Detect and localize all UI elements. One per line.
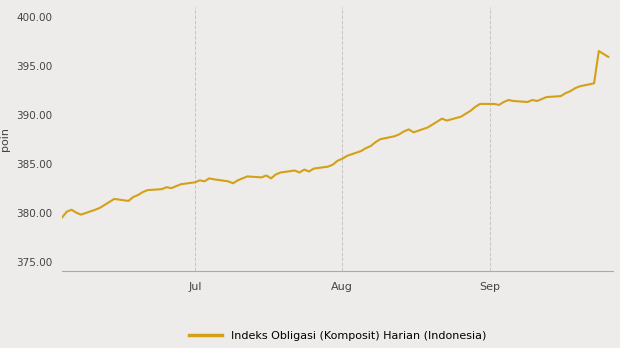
Legend: Indeks Obligasi (Komposit) Harian (Indonesia): Indeks Obligasi (Komposit) Harian (Indon…: [184, 326, 491, 345]
Y-axis label: poin: poin: [1, 127, 11, 151]
